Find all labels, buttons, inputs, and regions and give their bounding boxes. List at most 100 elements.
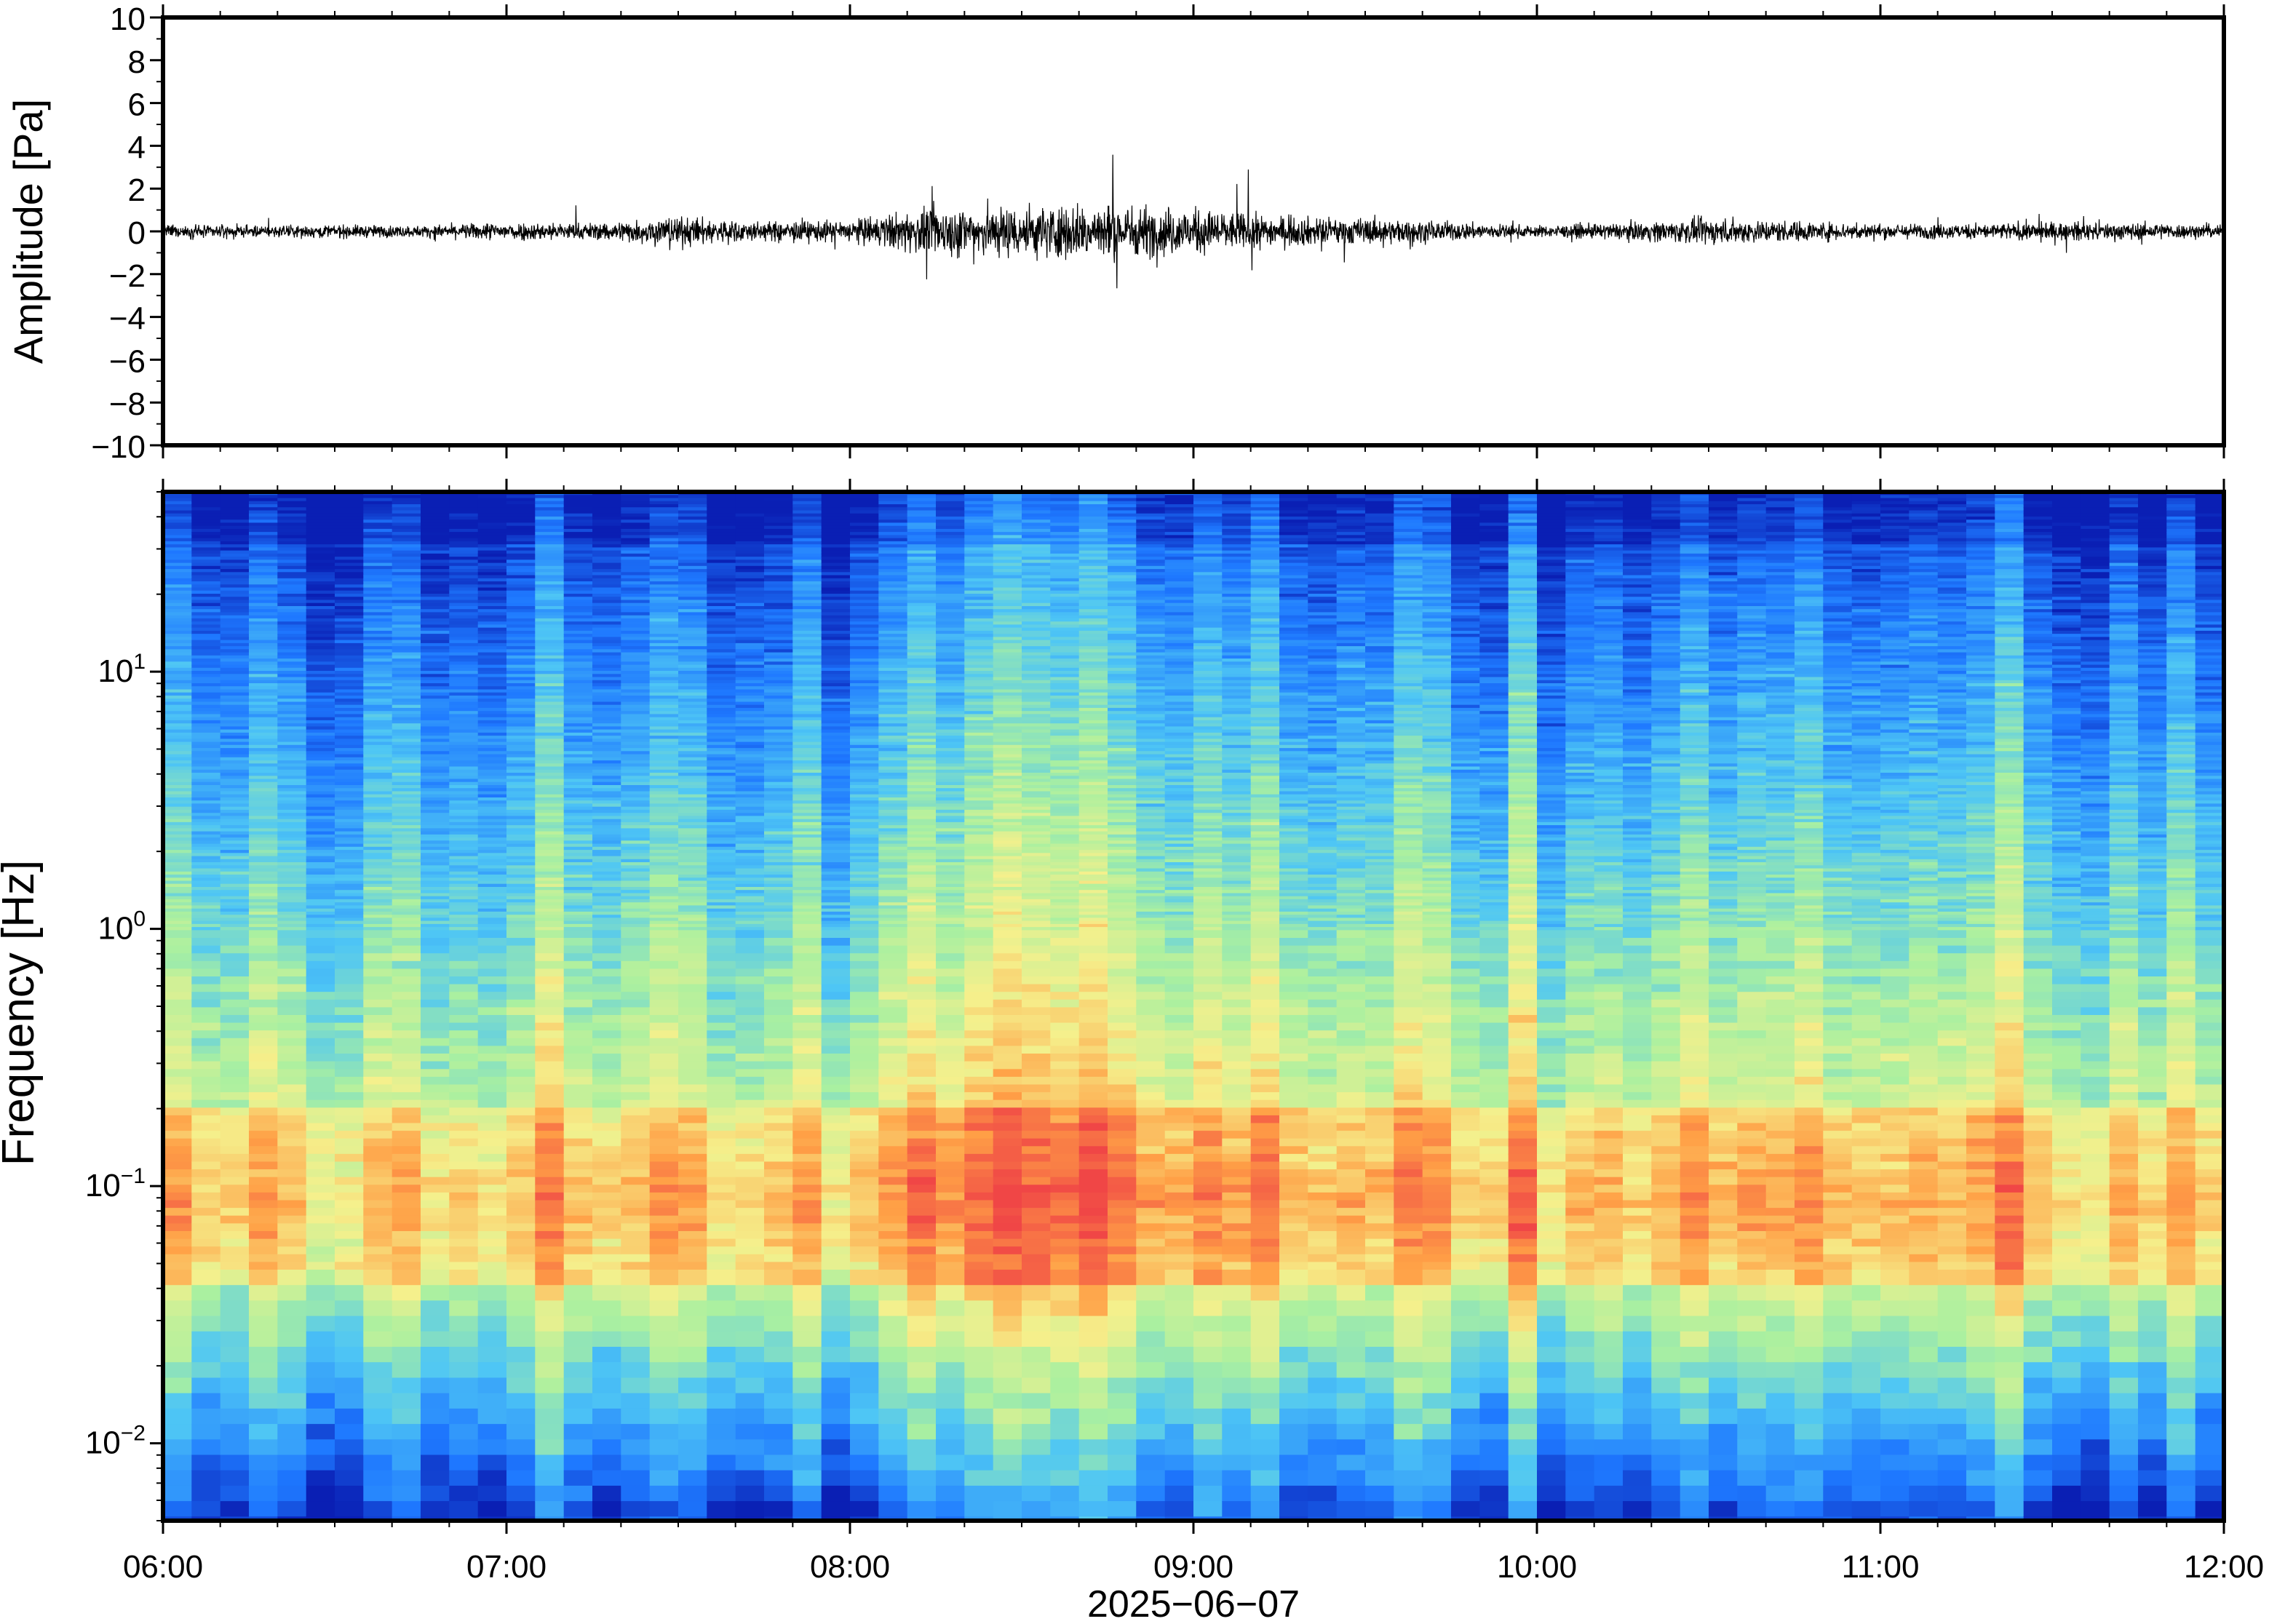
spectrogram-cell (449, 674, 479, 678)
spectrogram-cell (220, 930, 250, 939)
spectrogram-cell (764, 562, 794, 567)
spectrogram-cell (335, 1022, 365, 1031)
spectrogram-cell (821, 1177, 851, 1186)
spectrogram-cell (277, 621, 307, 626)
spectrogram-cell (220, 677, 250, 681)
spectrogram-cell (792, 1285, 822, 1302)
spectrogram-cell (821, 938, 851, 947)
spectrogram-cell (563, 757, 593, 761)
spectrogram-cell (191, 707, 221, 712)
spectrogram-cell (277, 763, 307, 768)
spectrogram-cell (163, 541, 193, 545)
spectrogram-cell (707, 522, 736, 527)
spectrogram-cell (335, 1084, 365, 1093)
spectrogram-cell (678, 553, 708, 557)
spectrogram-cell (563, 664, 593, 669)
spectrogram-cell (535, 720, 565, 724)
spectrogram-cell (821, 915, 851, 919)
spectrogram-cell (277, 825, 307, 829)
spectrogram-cell (563, 606, 593, 610)
spectrogram-cell (477, 859, 507, 863)
spectrogram-cell (735, 600, 765, 604)
spectrogram-cell (220, 507, 250, 512)
spectrogram-cell (249, 875, 279, 878)
spectrogram-cell (506, 868, 536, 872)
spectrogram-cell (363, 547, 393, 552)
spectrogram-cell (163, 1046, 193, 1054)
spectrogram-cell (535, 495, 565, 499)
spectrogram-cell (792, 992, 822, 1000)
spectrogram-cell (477, 840, 507, 845)
spectrogram-cell (477, 992, 507, 1000)
spectrogram-cell (421, 880, 450, 885)
spectrogram-cell (678, 850, 708, 854)
spectrogram-cell (563, 1177, 593, 1186)
spectrogram-cell (363, 1238, 393, 1247)
spectrogram-cell (421, 781, 450, 786)
spectrogram-cell (477, 736, 507, 740)
spectrogram-cell (821, 1015, 851, 1024)
spectrogram-cell (621, 498, 651, 502)
spectrogram-cell (363, 1054, 393, 1062)
spectrogram-cell (249, 720, 279, 724)
spectrogram-cell (592, 714, 622, 718)
spectrogram-cell (477, 1470, 507, 1486)
spectrogram-cell (592, 1069, 622, 1078)
spectrogram-cell (764, 831, 794, 835)
spectrogram-cell (563, 720, 593, 724)
spectrogram-cell (592, 880, 622, 885)
spectrogram-cell (191, 1270, 221, 1286)
spectrogram-cell (678, 1262, 708, 1270)
spectrogram-cell (220, 606, 250, 610)
spectrogram-cell (792, 609, 822, 613)
spectrogram-cell (735, 821, 765, 826)
spectrogram-cell (649, 612, 679, 616)
spectrogram-cell (764, 953, 794, 962)
spectrogram-cell (735, 781, 765, 786)
spectrogram-cell (477, 520, 507, 524)
spectrogram-cell (335, 825, 365, 829)
spectrogram-cell (363, 720, 393, 724)
spectrogram-cell (506, 803, 536, 808)
spectrogram-cell (277, 498, 307, 502)
spectrogram-cell (535, 652, 565, 656)
spectrogram-cell (421, 887, 450, 891)
spectrogram-cell (335, 1177, 365, 1186)
spectrogram-cell (621, 541, 651, 545)
spectrogram-cell (592, 744, 622, 749)
spectrogram-cell (220, 875, 250, 878)
spectrogram-cell (707, 714, 736, 718)
spectrogram-cell (249, 899, 279, 903)
spectrogram-cell (220, 1131, 250, 1139)
spectrogram-cell (249, 1169, 279, 1178)
spectrogram-cell (506, 1270, 536, 1286)
spectrogram-cell (191, 1215, 221, 1225)
spectrogram-cell (191, 560, 221, 564)
spectrogram-cell (392, 538, 421, 542)
spectrogram-cell (249, 560, 279, 564)
spectrogram-cell (821, 590, 851, 594)
spectrogram-cell (649, 1153, 679, 1163)
spectrogram-cell (163, 896, 193, 900)
spectrogram-cell (764, 1347, 794, 1363)
spectrogram-cell (678, 1238, 708, 1247)
spectrogram-cell (449, 1300, 479, 1317)
spectrogram-cell (421, 834, 450, 838)
spectrogram-cell (764, 661, 794, 666)
spectrogram-cell (335, 1153, 365, 1163)
spectrogram-cell (477, 856, 507, 860)
spectrogram-cell (535, 520, 565, 524)
spectrogram-cell (421, 1092, 450, 1101)
spectrogram-cell (792, 1115, 822, 1124)
spectrogram-cell (592, 562, 622, 567)
spectrogram-cell (163, 1054, 193, 1062)
spectrogram-cell (163, 999, 193, 1008)
spectrogram-cell (563, 1022, 593, 1031)
spectrogram-cell (735, 850, 765, 854)
spectrogram-cell (792, 1007, 822, 1016)
spectrogram-cell (792, 918, 822, 922)
spectrogram-cell (277, 578, 307, 582)
spectrogram-cell (707, 918, 736, 922)
spectrogram-cell (506, 701, 536, 706)
